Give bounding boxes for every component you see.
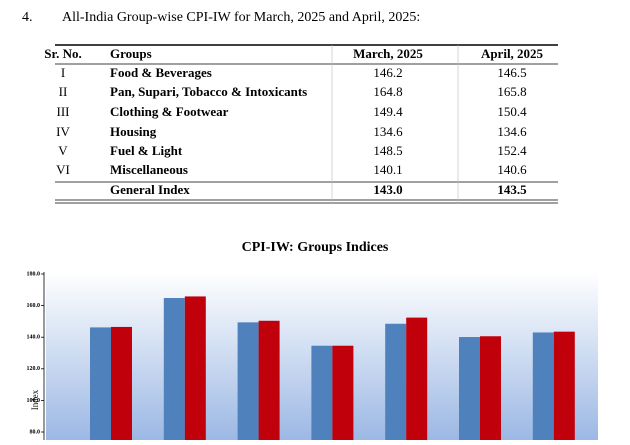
column-header: Groups xyxy=(110,46,152,61)
bar xyxy=(237,322,259,440)
table-cell: Fuel & Light xyxy=(110,143,183,158)
bar xyxy=(532,332,554,440)
table-cell: 146.2 xyxy=(373,65,402,80)
table-cell: III xyxy=(57,104,70,119)
table-cell: I xyxy=(61,65,65,80)
table-cell: 150.4 xyxy=(497,104,527,119)
table-cell: Miscellaneous xyxy=(110,162,188,177)
total-cell: 143.0 xyxy=(373,182,402,197)
table-cell: 152.4 xyxy=(497,143,527,158)
total-cell: 143.5 xyxy=(497,182,527,197)
table-cell: 165.8 xyxy=(497,84,526,99)
table-cell: V xyxy=(58,143,68,158)
bar xyxy=(332,345,354,440)
table-cell: Clothing & Footwear xyxy=(110,104,229,119)
table-cell: VI xyxy=(56,162,70,177)
table-cell: 149.4 xyxy=(373,104,403,119)
bar xyxy=(90,327,111,440)
table-cell: 134.6 xyxy=(497,124,527,139)
y-tick-label: 160.0 xyxy=(27,303,41,309)
bar xyxy=(385,323,407,440)
total-cell: General Index xyxy=(110,182,190,197)
column-header: April, 2025 xyxy=(481,46,544,61)
section-heading: All-India Group-wise CPI-IW for March, 2… xyxy=(62,10,420,25)
table-cell: 148.5 xyxy=(373,143,402,158)
table-cell: II xyxy=(59,84,68,99)
table-cell: 140.1 xyxy=(373,162,402,177)
y-tick-label: 80.0 xyxy=(30,429,41,435)
bar xyxy=(480,336,501,440)
table-cell: IV xyxy=(56,124,70,139)
y-axis-label: Index xyxy=(30,389,40,410)
bar xyxy=(459,337,480,440)
y-tick-label: 140.0 xyxy=(27,335,41,341)
bar xyxy=(258,320,280,440)
bar xyxy=(553,331,575,440)
bar xyxy=(111,326,132,440)
table xyxy=(55,44,558,204)
bar xyxy=(163,298,185,440)
table-cell: 134.6 xyxy=(373,124,403,139)
table-cell: 140.6 xyxy=(497,162,527,177)
table-cell: Housing xyxy=(110,124,157,139)
column-header: Sr. No. xyxy=(44,46,81,61)
table-cell: Pan, Supari, Tobacco & Intoxicants xyxy=(110,84,307,99)
table-cell: Food & Beverages xyxy=(110,65,212,80)
bar xyxy=(406,317,428,440)
chart-title: CPI-IW: Groups Indices xyxy=(242,240,389,255)
bar xyxy=(184,296,206,440)
column-header: March, 2025 xyxy=(353,46,423,61)
bar xyxy=(311,345,333,440)
table-cell: 164.8 xyxy=(373,84,402,99)
section-number: 4. xyxy=(22,10,33,25)
y-tick-label: 100.0 xyxy=(27,398,41,404)
table-cell: 146.5 xyxy=(497,65,526,80)
y-tick-label: 180.0 xyxy=(27,271,41,277)
y-tick-label: 120.0 xyxy=(27,366,41,372)
